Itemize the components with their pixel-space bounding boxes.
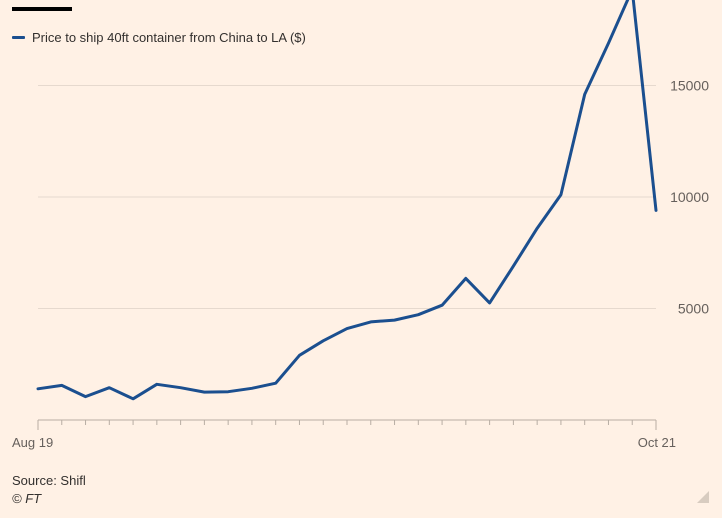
copyright-note: © FT [12, 491, 42, 506]
x-tick-label: Oct 21 [638, 435, 676, 450]
ft-brand-bar [12, 7, 72, 11]
legend-label: Price to ship 40ft container from China … [32, 30, 306, 45]
x-tick-label: Aug 19 [12, 435, 53, 450]
series-line [36, 0, 658, 401]
y-tick-label: 15000 [670, 78, 709, 94]
legend-swatch [12, 36, 25, 39]
resize-handle-icon[interactable] [697, 491, 709, 503]
chart-legend: Price to ship 40ft container from China … [12, 30, 306, 45]
source-note: Source: Shifl [12, 473, 86, 488]
y-tick-label: 5000 [678, 301, 709, 317]
y-tick-label: 10000 [670, 189, 709, 205]
